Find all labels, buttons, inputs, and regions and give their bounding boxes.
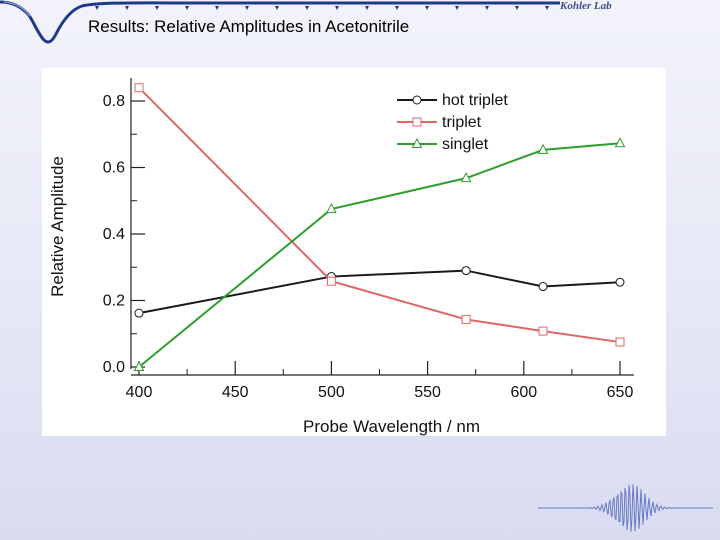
x-tick-label: 650 [607, 384, 634, 401]
x-tick-label: 600 [510, 384, 537, 401]
data-point-singlet [614, 137, 626, 148]
wave-logo-icon [0, 0, 560, 44]
data-point-hot-triplet [461, 266, 471, 276]
series-line-triplet [138, 86, 621, 344]
data-point-singlet [133, 360, 145, 371]
legend-label-hot-triplet: hot triplet [442, 92, 508, 109]
y-tick-label: 0.6 [103, 160, 125, 177]
series-line-singlet [138, 142, 621, 368]
data-point-singlet [537, 143, 549, 154]
series-triplet [134, 83, 625, 347]
chart-legend: hot triplet triplet singlet [397, 92, 508, 153]
series-singlet [133, 137, 626, 371]
data-point-triplet [538, 326, 548, 336]
slide-title: Results: Relative Amplitudes in Acetonit… [88, 17, 410, 36]
data-point-hot-triplet [134, 308, 144, 318]
y-tick-label: 0.8 [103, 93, 125, 110]
x-tick-label: 400 [126, 384, 153, 401]
y-tick-label: 0.2 [103, 293, 125, 310]
legend-marker-triplet [412, 117, 422, 127]
legend-label-singlet: singlet [442, 136, 489, 153]
data-point-triplet [134, 83, 144, 93]
lab-logo-text: Kohler Lab [560, 0, 612, 12]
legend-label-triplet: triplet [442, 114, 482, 131]
amplitude-chart: 0.0 0.2 0.4 0.6 0.8 400 450 500 550 600 650 hot tr… [48, 78, 634, 436]
x-tick-label: 500 [318, 384, 345, 401]
data-point-triplet [326, 276, 336, 286]
legend-marker-hot-triplet [412, 95, 422, 105]
data-point-triplet [461, 314, 471, 324]
data-point-singlet [326, 202, 337, 214]
signal-wave-decoration [538, 484, 713, 532]
data-point-hot-triplet [615, 277, 625, 287]
chart-series-layer [133, 83, 626, 371]
chart-panel: 0.0 0.2 0.4 0.6 0.8 400 450 500 550 600 650 hot tr… [42, 68, 666, 436]
y-tick-label: 0.0 [103, 359, 125, 376]
y-tick-label: 0.4 [103, 226, 125, 243]
y-axis-title: Relative Amplitude [48, 156, 67, 297]
x-axis-title: Probe Wavelength / nm [303, 417, 480, 436]
x-tick-label: 450 [222, 384, 249, 401]
chart-axes: 0.0 0.2 0.4 0.6 0.8 400 450 500 550 600 650 [103, 78, 634, 401]
legend-marker-singlet [411, 137, 423, 148]
x-tick-label: 550 [414, 384, 441, 401]
data-point-hot-triplet [538, 282, 548, 292]
data-point-singlet [460, 172, 472, 183]
data-point-triplet [615, 337, 625, 347]
